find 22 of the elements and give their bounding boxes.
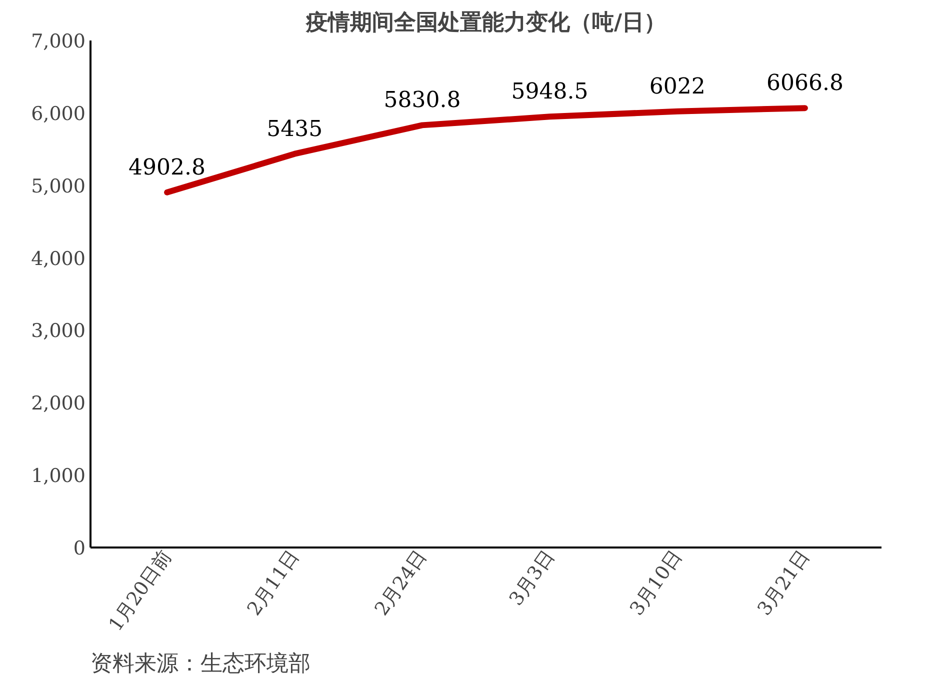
data-label: 5948.5 (511, 80, 588, 105)
y-tick-label: 2,000 (31, 392, 86, 415)
x-tick-label: 2月24日 (370, 546, 432, 620)
data-label: 6022 (649, 74, 706, 100)
text: 资料来源：生态环境部 (90, 652, 310, 676)
chart-title: 疫情期间全国处置能力变化（吨/日） (304, 10, 666, 36)
y-tick-label: 5,000 (31, 175, 86, 198)
data-label: 5830.8 (384, 88, 461, 114)
data-label: 4902.8 (128, 155, 206, 180)
y-tick-label: 1,000 (31, 465, 86, 488)
y-tick-label: 4,000 (31, 248, 86, 270)
y-tick-label: 7,000 (31, 30, 86, 52)
data-label: 6066.8 (766, 71, 844, 96)
x-tick-label: 2月11日 (243, 546, 304, 620)
x-tick-label: 3月21日 (753, 546, 814, 620)
x-tick-label: 3月3日 (505, 546, 559, 610)
y-tick-label: 6,000 (31, 102, 86, 125)
x-tick-label: 1月20日前 (104, 546, 176, 636)
y-tick-label: 3,000 (31, 320, 86, 342)
y-tick-label: 0 (73, 538, 86, 560)
x-tick-label: 3月10日 (626, 546, 686, 620)
data-label: 5435 (266, 116, 323, 142)
